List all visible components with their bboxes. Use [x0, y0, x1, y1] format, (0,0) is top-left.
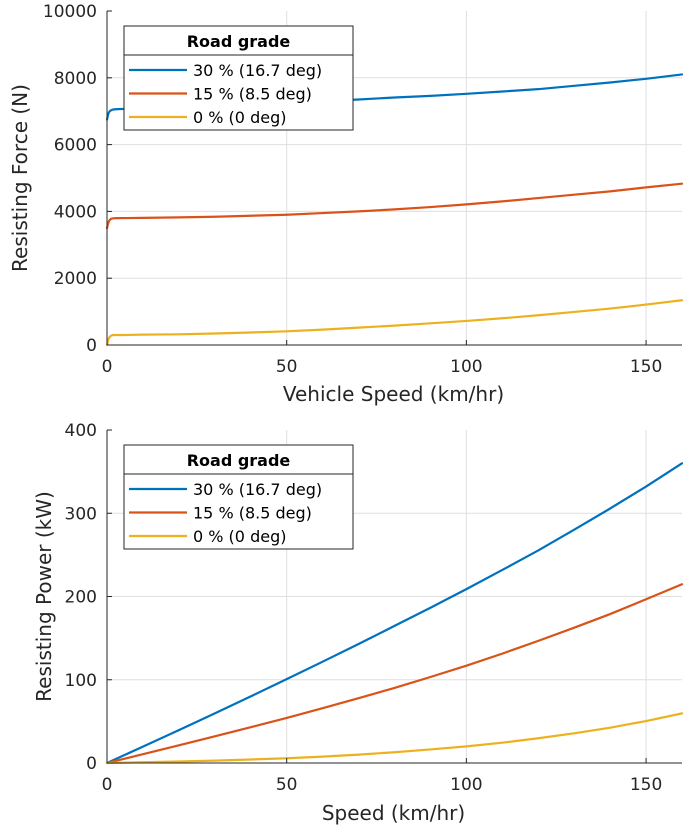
y-tick-label: 400 — [65, 421, 97, 441]
y-tick-label: 10000 — [43, 2, 97, 22]
x-axis-title: Speed (km/hr) — [322, 801, 465, 825]
x-tick-label: 0 — [102, 775, 113, 795]
x-tick-label: 50 — [276, 775, 298, 795]
y-tick-label: 200 — [65, 588, 97, 608]
chart-resisting-power: 0 50 100 150 0 100 200 300 400 Speed (km/hr) Resis… — [32, 421, 684, 825]
legend: Road grade 30 % (16.7 deg) 15 % (8.5 deg) 0… — [123, 25, 354, 131]
series-line-2 — [105, 712, 684, 765]
series-line-1 — [105, 182, 684, 230]
y-axis-title: Resisting Power (kW) — [32, 491, 56, 702]
y-tick-label: 0 — [86, 336, 97, 356]
legend-title: Road grade — [187, 32, 291, 51]
legend-title: Road grade — [187, 451, 291, 470]
y-tick-label: 4000 — [54, 202, 97, 222]
series-line-0 — [105, 462, 684, 765]
legend-label-0: 30 % (16.7 deg) — [193, 480, 322, 499]
y-tick-label: 300 — [65, 504, 97, 524]
legend-box — [123, 444, 354, 550]
legend-label-2: 0 % (0 deg) — [193, 108, 286, 127]
legend-label-0: 30 % (16.7 deg) — [193, 61, 322, 80]
legend: Road grade 30 % (16.7 deg) 15 % (8.5 deg) 0… — [123, 444, 354, 550]
legend-label-1: 15 % (8.5 deg) — [193, 85, 312, 104]
series-line-1 — [105, 583, 684, 765]
y-tick-label: 6000 — [54, 136, 97, 156]
legend-box — [123, 25, 354, 131]
x-axis-title: Vehicle Speed (km/hr) — [283, 382, 504, 406]
x-tick-label: 150 — [630, 775, 662, 795]
series-line-2 — [105, 299, 684, 347]
legend-label-2: 0 % (0 deg) — [193, 527, 286, 546]
x-tick-label: 100 — [450, 357, 482, 377]
x-tick-label: 100 — [450, 775, 482, 795]
chart-resisting-force: 0 50 100 150 0 2000 4000 6000 8000 10000 Vehicle S… — [8, 2, 684, 406]
legend-label-1: 15 % (8.5 deg) — [193, 504, 312, 523]
y-tick-label: 0 — [86, 754, 97, 774]
y-axis-title: Resisting Force (N) — [8, 84, 32, 272]
y-tick-label: 100 — [65, 671, 97, 691]
x-tick-label: 150 — [630, 357, 662, 377]
x-tick-label: 50 — [276, 357, 298, 377]
y-tick-label: 8000 — [54, 69, 97, 89]
x-tick-label: 0 — [102, 357, 113, 377]
y-tick-label: 2000 — [54, 269, 97, 289]
